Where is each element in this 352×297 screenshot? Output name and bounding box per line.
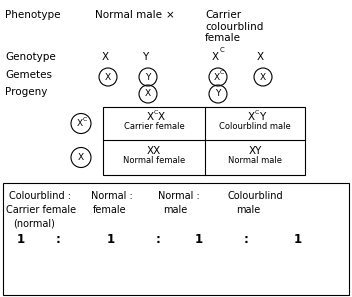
Text: 1: 1 — [107, 233, 115, 246]
Text: X: X — [260, 72, 266, 81]
Text: XX: XX — [147, 146, 161, 156]
Text: Carrier female: Carrier female — [124, 122, 184, 131]
Text: X: X — [247, 111, 254, 121]
Text: Colourblind :: Colourblind : — [9, 191, 71, 201]
Text: Colourblind: Colourblind — [228, 191, 284, 201]
Text: C: C — [255, 110, 259, 115]
Text: Normal male: Normal male — [228, 156, 282, 165]
Text: Carrier
colourblind
female: Carrier colourblind female — [205, 10, 263, 43]
Text: Y: Y — [142, 52, 148, 62]
Text: X: X — [146, 111, 153, 121]
Text: :: : — [156, 233, 161, 246]
Text: :: : — [244, 233, 249, 246]
Text: Progeny: Progeny — [5, 87, 48, 97]
Text: X: X — [78, 153, 84, 162]
Text: Colourblind male: Colourblind male — [219, 122, 291, 131]
Text: X: X — [145, 89, 151, 99]
Text: :: : — [56, 233, 61, 246]
Text: Carrier female: Carrier female — [6, 205, 76, 215]
Text: Y: Y — [145, 72, 151, 81]
Text: Normal :: Normal : — [91, 191, 133, 201]
Text: Gemetes: Gemetes — [5, 70, 52, 80]
Text: Normal female: Normal female — [123, 156, 185, 165]
Text: X: X — [102, 52, 109, 62]
Text: Normal :: Normal : — [158, 191, 200, 201]
Text: Normal male: Normal male — [95, 10, 162, 20]
Text: C: C — [82, 117, 87, 122]
Text: Genotype: Genotype — [5, 52, 56, 62]
Text: X: X — [105, 72, 111, 81]
Text: X: X — [257, 52, 264, 62]
Text: X: X — [214, 72, 220, 81]
Text: 1: 1 — [17, 233, 25, 246]
Text: ×: × — [166, 10, 175, 20]
Text: 1: 1 — [294, 233, 302, 246]
Text: C: C — [220, 47, 225, 53]
Text: C: C — [219, 70, 224, 75]
Text: male: male — [163, 205, 187, 215]
Text: XY: XY — [248, 146, 262, 156]
Text: X: X — [212, 52, 219, 62]
Text: Phenotype: Phenotype — [5, 10, 61, 20]
Text: male: male — [236, 205, 260, 215]
Text: Y: Y — [259, 111, 265, 121]
Text: Y: Y — [215, 89, 221, 99]
Text: X: X — [77, 119, 83, 128]
Text: female: female — [93, 205, 127, 215]
Text: (normal): (normal) — [13, 218, 55, 228]
Text: C: C — [154, 110, 158, 115]
Text: X: X — [157, 111, 165, 121]
Text: 1: 1 — [195, 233, 203, 246]
